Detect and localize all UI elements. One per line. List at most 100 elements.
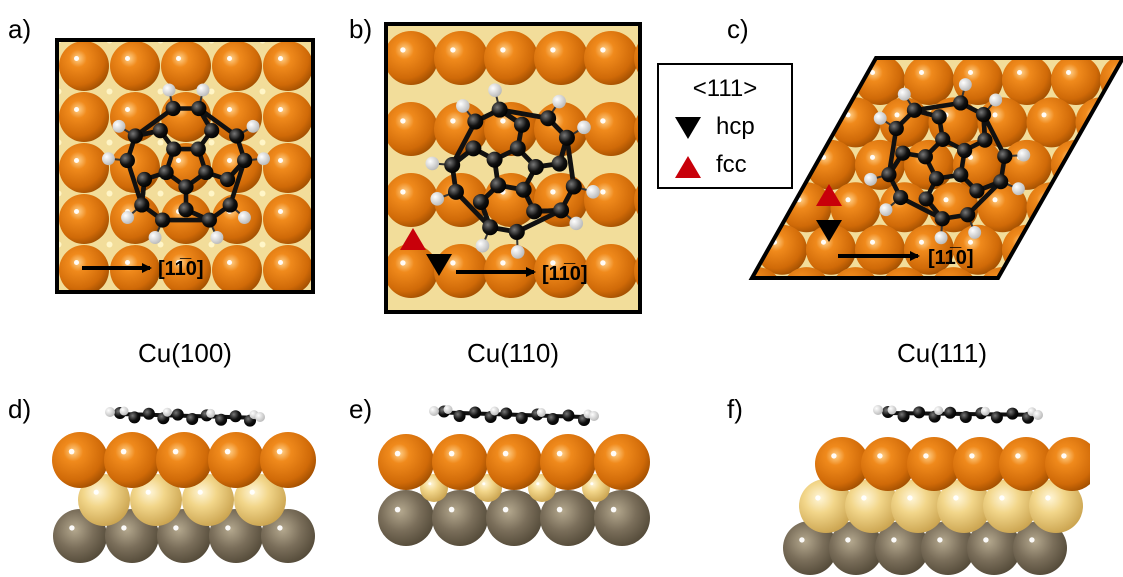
cu-second-layer-atom <box>78 474 130 526</box>
carbon-atom <box>918 191 934 207</box>
atom-highlight <box>610 450 617 457</box>
adsorbed-molecule-side <box>105 406 265 427</box>
hydrogen-atom <box>989 93 1003 107</box>
carbon-atom <box>935 131 951 147</box>
adsorbed-molecule <box>864 78 1031 245</box>
carbon-atom <box>551 155 568 172</box>
carbon-atom <box>191 100 207 117</box>
fcc-site-marker <box>400 228 426 250</box>
cu-top-atom <box>1026 182 1077 233</box>
atom-highlight <box>1090 197 1096 203</box>
atom-highlight <box>723 240 728 245</box>
cu-top-atom <box>1051 139 1101 190</box>
atom-highlight <box>891 537 897 543</box>
panel-letter-a: a) <box>8 14 31 44</box>
atom-highlight <box>1091 282 1096 287</box>
adsorbed-molecule <box>425 83 600 259</box>
hydrogen-atom <box>1017 148 1031 162</box>
atom-highlight <box>943 197 949 203</box>
atom-highlight <box>877 453 883 459</box>
atom-highlight <box>845 537 851 543</box>
atom-highlight <box>1042 282 1047 287</box>
atom-highlight <box>1041 112 1047 118</box>
carbon-atom <box>500 407 513 420</box>
atom-highlight <box>500 118 506 124</box>
atom-highlight <box>394 506 401 513</box>
panel-letter-d: d) <box>8 394 31 424</box>
adsorbed-molecule <box>101 83 271 244</box>
hollow-site <box>157 190 164 197</box>
carbon-atom <box>526 203 543 220</box>
cu-top-atom <box>52 432 108 488</box>
hollow-site <box>157 139 164 146</box>
carbon-atom <box>215 413 228 426</box>
cu-top-atom <box>830 182 881 233</box>
atom-highlight <box>277 525 283 531</box>
hollow-site <box>56 344 62 350</box>
atom-highlight <box>993 282 998 287</box>
cu-top-atom <box>208 432 264 488</box>
cu-top-atom <box>263 143 313 193</box>
cu-top-atom <box>263 245 313 292</box>
cu-top-atom <box>634 315 688 369</box>
hydrogen-atom <box>430 192 445 206</box>
cu-top-atom <box>1100 139 1123 190</box>
carbon-atom <box>237 152 253 169</box>
cu-top-atom <box>486 434 542 490</box>
c-c-bond <box>564 137 577 187</box>
cu-top-atom <box>752 182 783 233</box>
atom-highlight <box>953 495 959 501</box>
cu-top-atom <box>855 224 905 275</box>
carbon-atom <box>201 212 217 228</box>
carbon-atom <box>219 171 236 188</box>
atom-highlight <box>1017 70 1022 75</box>
cu-top-atom <box>594 434 650 490</box>
atom-highlight <box>748 282 753 287</box>
atom-highlight <box>176 158 181 163</box>
cu-top-atom <box>110 41 160 91</box>
cu-top-atom <box>378 434 434 490</box>
panel-a: [11̅0] a) Cu(100) <box>8 14 334 368</box>
carbon-atom <box>186 413 199 425</box>
hydrogen-atom <box>101 152 115 166</box>
atom-highlight <box>121 525 127 531</box>
cu-top-atom <box>1026 97 1077 148</box>
atom-highlight <box>600 331 605 336</box>
atom-highlight <box>502 506 509 513</box>
cu-top-atom <box>59 92 109 142</box>
cu-top-atom <box>104 432 160 488</box>
cu-top-atom <box>1100 224 1123 275</box>
side-view-layers <box>378 434 650 546</box>
hydrogen-atom <box>475 238 490 253</box>
cu-top-atom <box>806 224 856 275</box>
hydrogen-atom <box>425 156 440 171</box>
atom-highlight <box>450 118 456 124</box>
carbon-atom <box>558 129 575 146</box>
atom-highlight <box>1066 239 1071 245</box>
hydrogen-atom <box>958 78 972 92</box>
hollow-site <box>157 241 164 248</box>
hollow-site <box>208 241 215 248</box>
cu-top-atom <box>263 92 313 142</box>
carbon-atom <box>453 410 466 422</box>
carbon-atom <box>897 410 910 423</box>
cu-third-layer-atom <box>875 521 929 575</box>
carbon-atom <box>969 183 985 199</box>
hollow-site <box>259 241 266 248</box>
atom-highlight <box>650 189 655 194</box>
atom-highlight <box>329 311 334 316</box>
hcp-legend-label: hcp <box>716 113 755 140</box>
atom-highlight <box>176 260 181 265</box>
cu-top-atom <box>432 434 488 490</box>
carbon-atom <box>881 167 897 183</box>
atom-highlight <box>224 448 231 455</box>
cu-top-atom <box>386 244 438 298</box>
atom-highlight <box>197 489 203 495</box>
hollow-site <box>106 241 113 248</box>
carbon-atom <box>953 167 969 183</box>
cu-third-layer-atom <box>783 521 837 575</box>
atom-highlight <box>550 331 555 336</box>
cu-top-atom <box>1075 267 1123 278</box>
cu-top-atom <box>212 41 262 91</box>
carbon-atom <box>960 207 976 223</box>
